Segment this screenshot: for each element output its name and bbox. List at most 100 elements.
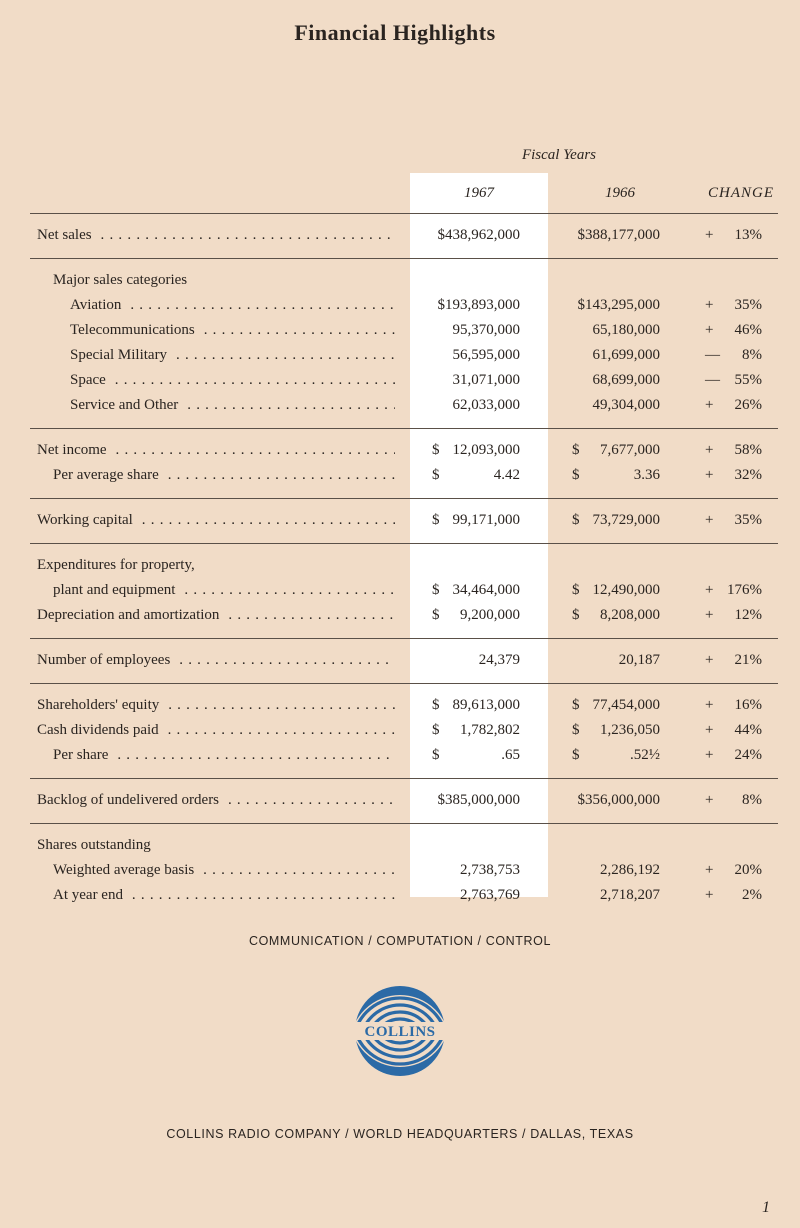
table-row: Net sales ..............................…: [30, 223, 778, 248]
column-header-change: CHANGE: [708, 185, 774, 201]
change-percent: 21%: [734, 652, 763, 668]
table-group: Major sales categories Aviation .........…: [30, 258, 778, 428]
change-sign: +: [705, 582, 714, 598]
dollar-sign-1967: $: [432, 582, 440, 598]
change-sign: —: [705, 347, 720, 363]
change-percent: 55%: [734, 372, 763, 388]
row-label-text: Depreciation and amortization: [37, 607, 220, 623]
dot-leader: ........................................…: [167, 722, 395, 738]
value-1967: 89,613,000: [452, 697, 521, 713]
row-label-text: plant and equipment: [53, 582, 176, 598]
row-label-text: Special Military: [70, 347, 168, 363]
value-1966: 68,699,000: [592, 372, 661, 388]
dot-leader: ........................................…: [179, 652, 395, 668]
highlight-column-1967: [410, 173, 548, 897]
table-row: Shares outstanding: [30, 833, 778, 858]
row-label: Per share ..............................…: [53, 743, 395, 768]
row-label-text: Service and Other: [70, 397, 179, 413]
table-group: Shares outstanding Weighted average basis…: [30, 823, 778, 918]
change-sign: +: [705, 397, 714, 413]
value-1967: $193,893,000: [437, 297, 521, 313]
table-row: Depreciation and amortization ..........…: [30, 603, 778, 628]
table-row: Aviation ...............................…: [30, 293, 778, 318]
change-percent: 26%: [734, 397, 763, 413]
value-1967: 2,763,769: [460, 887, 520, 903]
value-1966: 7,677,000: [600, 442, 660, 458]
row-label-text: Weighted average basis: [53, 862, 195, 878]
value-1967: 99,171,000: [452, 512, 521, 528]
table-row: Per share ..............................…: [30, 743, 778, 768]
dollar-sign-1966: $: [572, 607, 580, 623]
table-group: Shareholders' equity ...................…: [30, 683, 778, 778]
value-1967: 56,595,000: [452, 347, 521, 363]
footer-address: COLLINS RADIO COMPANY / WORLD HEADQUARTE…: [166, 1127, 634, 1141]
change-percent: 2%: [742, 887, 762, 903]
change-sign: +: [705, 227, 714, 243]
value-1967: 1,782,802: [460, 722, 520, 738]
value-1966: 77,454,000: [592, 697, 661, 713]
change-sign: +: [705, 467, 714, 483]
row-label: Depreciation and amortization ..........…: [37, 603, 395, 628]
value-1966: 20,187: [618, 652, 660, 668]
dollar-sign-1967: $: [432, 442, 440, 458]
dollar-sign-1966: $: [572, 582, 580, 598]
table-group: Net sales ..............................…: [30, 213, 778, 258]
value-1966: 65,180,000: [592, 322, 661, 338]
dollar-sign-1967: $: [432, 747, 440, 763]
value-1966: 8,208,000: [600, 607, 660, 623]
dollar-sign-1967: $: [432, 697, 440, 713]
value-1967: 4.42: [493, 467, 520, 483]
value-1966: 12,490,000: [592, 582, 661, 598]
logo-text: COLLINS: [364, 1024, 435, 1040]
change-sign: +: [705, 652, 714, 668]
change-percent: 46%: [734, 322, 763, 338]
table-row: Weighted average basis .................…: [30, 858, 778, 883]
row-label-text: Aviation: [70, 297, 122, 313]
table-row: Expenditures for property,: [30, 553, 778, 578]
page-title: Financial Highlights: [294, 20, 496, 45]
table-group: Backlog of undelivered orders ..........…: [30, 778, 778, 823]
row-label: Special Military .......................…: [70, 343, 395, 368]
table-group: Net income .............................…: [30, 428, 778, 498]
change-percent: 24%: [734, 747, 763, 763]
row-label-text: Working capital: [37, 512, 133, 528]
row-label: Expenditures for property,: [37, 553, 395, 578]
table-row: Number of employees ....................…: [30, 648, 778, 673]
row-label: Per average share ......................…: [53, 463, 395, 488]
column-header-1967: 1967: [464, 185, 494, 201]
row-label: At year end ............................…: [53, 883, 395, 908]
value-1967: 9,200,000: [460, 607, 520, 623]
table-row: Service and Other ......................…: [30, 393, 778, 418]
dollar-sign-1967: $: [432, 512, 440, 528]
table-row: Space ..................................…: [30, 368, 778, 393]
change-sign: +: [705, 722, 714, 738]
dollar-sign-1966: $: [572, 697, 580, 713]
change-sign: +: [705, 297, 714, 313]
change-percent: 176%: [727, 582, 762, 598]
row-label-text: Space: [70, 372, 106, 388]
dot-leader: ........................................…: [115, 442, 396, 458]
row-label: Space ..................................…: [70, 368, 395, 393]
value-1966: $388,177,000: [577, 227, 661, 243]
row-label: Shares outstanding: [37, 833, 395, 858]
row-label-text: Per average share: [53, 467, 159, 483]
value-1966: $143,295,000: [577, 297, 661, 313]
dot-leader: ........................................…: [131, 887, 395, 903]
value-1967: 12,093,000: [452, 442, 521, 458]
value-1967: 24,379: [478, 652, 520, 668]
dot-leader: ........................................…: [203, 862, 395, 878]
change-percent: 20%: [734, 862, 763, 878]
change-sign: —: [705, 372, 720, 388]
change-sign: +: [705, 792, 714, 808]
row-label-text: Number of employees: [37, 652, 171, 668]
row-label-text: Shares outstanding: [37, 837, 151, 853]
table-row: Working capital ........................…: [30, 508, 778, 533]
row-label: Major sales categories: [53, 268, 395, 293]
change-sign: +: [705, 322, 714, 338]
value-1967: 31,071,000: [452, 372, 521, 388]
row-label: Net sales ..............................…: [37, 223, 395, 248]
value-1966: $356,000,000: [577, 792, 661, 808]
dot-leader: ........................................…: [114, 372, 395, 388]
value-1966: 2,718,207: [600, 887, 660, 903]
dot-leader: ........................................…: [176, 347, 395, 363]
